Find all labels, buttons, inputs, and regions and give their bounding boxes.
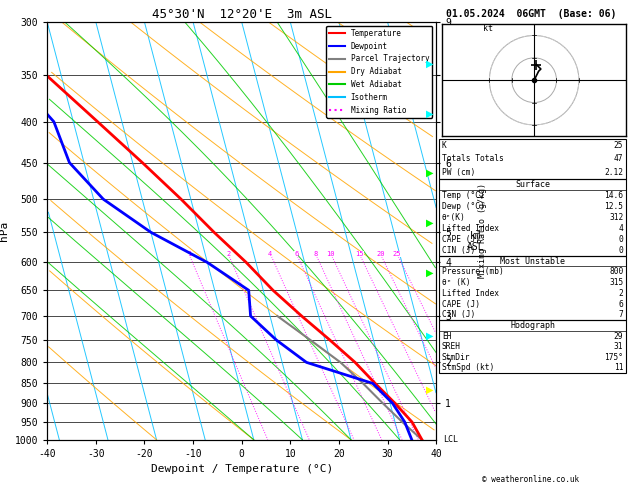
Text: 4: 4 (268, 251, 272, 257)
Text: kt: kt (482, 24, 493, 33)
Text: 800: 800 (609, 267, 623, 277)
Text: 175°: 175° (604, 352, 623, 362)
Text: 315: 315 (609, 278, 623, 287)
Text: 31: 31 (614, 342, 623, 351)
Text: 01.05.2024  06GMT  (Base: 06): 01.05.2024 06GMT (Base: 06) (446, 9, 616, 19)
Text: 15: 15 (355, 251, 364, 257)
Y-axis label: hPa: hPa (0, 221, 9, 241)
Text: K: K (442, 141, 447, 150)
Text: 12.5: 12.5 (604, 202, 623, 211)
Text: 25: 25 (392, 251, 401, 257)
Legend: Temperature, Dewpoint, Parcel Trajectory, Dry Adiabat, Wet Adiabat, Isotherm, Mi: Temperature, Dewpoint, Parcel Trajectory… (326, 26, 432, 118)
Text: Mixing Ratio (g/kg): Mixing Ratio (g/kg) (478, 183, 487, 278)
Text: 7: 7 (618, 311, 623, 319)
Text: 2.12: 2.12 (604, 168, 623, 176)
Text: 312: 312 (609, 213, 623, 222)
Title: 45°30'N  12°20'E  3m ASL: 45°30'N 12°20'E 3m ASL (152, 8, 331, 21)
Text: Lifted Index: Lifted Index (442, 224, 499, 233)
Text: SREH: SREH (442, 342, 461, 351)
Text: Pressure (mb): Pressure (mb) (442, 267, 504, 277)
Text: ▶: ▶ (426, 218, 433, 227)
Text: 10: 10 (326, 251, 335, 257)
Text: Lifted Index: Lifted Index (442, 289, 499, 298)
X-axis label: Dewpoint / Temperature (°C): Dewpoint / Temperature (°C) (150, 465, 333, 474)
Text: 29: 29 (614, 331, 623, 341)
Text: 11: 11 (614, 363, 623, 372)
Text: 6: 6 (618, 299, 623, 309)
Text: ▶: ▶ (426, 268, 433, 278)
Text: 2: 2 (226, 251, 230, 257)
Text: 14.6: 14.6 (604, 191, 623, 200)
Text: ▶: ▶ (426, 330, 433, 340)
Text: Temp (°C): Temp (°C) (442, 191, 484, 200)
Text: 20: 20 (376, 251, 384, 257)
Text: 25: 25 (614, 141, 623, 150)
Text: StmSpd (kt): StmSpd (kt) (442, 363, 494, 372)
Text: θᵉ (K): θᵉ (K) (442, 278, 470, 287)
Text: CAPE (J): CAPE (J) (442, 235, 480, 243)
Text: StmDir: StmDir (442, 352, 470, 362)
Text: 0: 0 (618, 235, 623, 243)
Text: LCL: LCL (443, 435, 458, 444)
Text: Most Unstable: Most Unstable (500, 257, 565, 265)
Text: PW (cm): PW (cm) (442, 168, 475, 176)
Text: ▶: ▶ (426, 59, 433, 69)
Text: ▶: ▶ (426, 167, 433, 177)
Text: 47: 47 (614, 154, 623, 163)
Text: 1: 1 (187, 251, 191, 257)
Text: CAPE (J): CAPE (J) (442, 299, 480, 309)
Text: EH: EH (442, 331, 451, 341)
Text: 6: 6 (294, 251, 299, 257)
Text: CIN (J): CIN (J) (442, 245, 475, 255)
Text: θᵉ(K): θᵉ(K) (442, 213, 465, 222)
Text: 8: 8 (313, 251, 318, 257)
Text: ▶: ▶ (426, 109, 433, 119)
Text: Hodograph: Hodograph (510, 321, 555, 330)
Text: Totals Totals: Totals Totals (442, 154, 504, 163)
Y-axis label: km
ASL: km ASL (467, 231, 485, 252)
Text: 2: 2 (618, 289, 623, 298)
Text: Dewp (°C): Dewp (°C) (442, 202, 484, 211)
Text: ▶: ▶ (426, 385, 433, 395)
Text: 4: 4 (618, 224, 623, 233)
Text: Surface: Surface (515, 180, 550, 189)
Text: © weatheronline.co.uk: © weatheronline.co.uk (482, 474, 579, 484)
Text: CIN (J): CIN (J) (442, 311, 475, 319)
Text: 0: 0 (618, 245, 623, 255)
